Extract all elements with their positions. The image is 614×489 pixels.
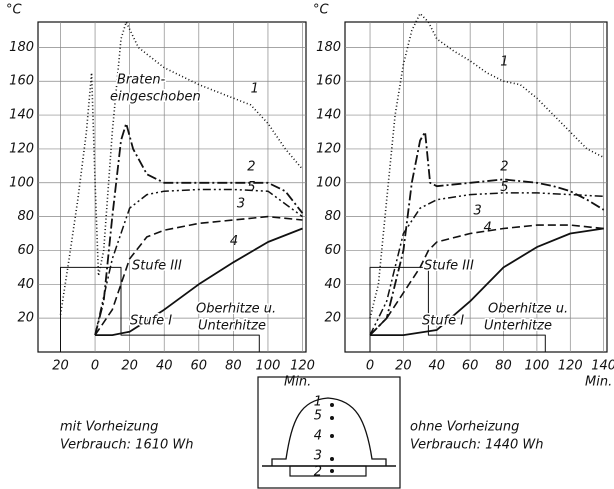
annotation: Oberhitze u. (488, 302, 568, 317)
series-line (370, 193, 604, 335)
series-label: 1 (251, 82, 259, 97)
series-label: 4 (230, 234, 238, 249)
note: ohne Vorheizung (410, 420, 519, 435)
series-label: 5 (500, 180, 508, 195)
x-tick-label: 60 (191, 359, 208, 374)
y-tick-label: 100 (9, 175, 34, 190)
y-tick-label: 60 (17, 243, 34, 258)
y-tick-label: 120 (316, 141, 341, 156)
series-label: 1 (500, 55, 508, 70)
annotation: eingeschoben (110, 90, 201, 105)
series-label: 5 (247, 180, 255, 195)
chart: mit Vorheizung Verbrauch: 1610 Wh ohne V… (0, 0, 614, 489)
oven-diagram: 1 5 4 3 2 (258, 377, 400, 488)
series-label: 4 (484, 220, 492, 235)
annotation: Stufe I (130, 314, 172, 329)
annotation: Unterhitze (198, 319, 266, 334)
annotation: Braten- (117, 73, 166, 88)
y-tick-label: 40 (324, 277, 341, 292)
y-tick-label: 180 (9, 40, 34, 55)
diagram-label: 1 (314, 395, 322, 410)
y-axis-label: °C (6, 3, 23, 18)
y-tick-label: 120 (9, 141, 34, 156)
y-tick-label: 80 (17, 209, 34, 224)
note: Verbrauch: 1440 Wh (410, 438, 544, 453)
x-tick-label: 120 (290, 359, 315, 374)
diagram-label: 4 (314, 429, 322, 444)
annotation: Oberhitze u. (196, 302, 276, 317)
diagram-label: 3 (314, 449, 322, 464)
x-tick-label: 20 (395, 359, 412, 374)
x-tick-label: 40 (156, 359, 173, 374)
x-tick-label: 0 (91, 359, 99, 374)
y-tick-label: 20 (324, 311, 341, 326)
series-label: 3 (237, 197, 245, 212)
x-tick-label: 100 (256, 359, 281, 374)
x-axis-label: Min. (585, 375, 612, 390)
x-tick-label: 20 (52, 359, 69, 374)
y-tick-label: 140 (9, 108, 34, 123)
y-tick-label: 140 (316, 108, 341, 123)
y-tick-label: 40 (17, 277, 34, 292)
annotation: Stufe III (132, 259, 182, 274)
y-tick-label: 80 (324, 209, 341, 224)
series-line (370, 14, 604, 319)
annotation: Unterhitze (484, 319, 552, 334)
note: mit Vorheizung (60, 420, 158, 435)
x-tick-label: 20 (121, 359, 138, 374)
y-tick-label: 20 (17, 311, 34, 326)
diagram-label: 2 (314, 465, 322, 480)
annotation: Stufe I (422, 314, 464, 329)
series-label: 3 (473, 204, 481, 219)
x-tick-label: 80 (495, 359, 512, 374)
y-tick-label: 160 (316, 74, 341, 89)
y-tick-label: 180 (316, 40, 341, 55)
annotation: Stufe III (424, 259, 474, 274)
x-tick-label: 40 (429, 359, 446, 374)
x-tick-label: 80 (225, 359, 242, 374)
y-axis-label: °C (313, 3, 330, 18)
y-tick-label: 60 (324, 243, 341, 258)
x-tick-label: 60 (462, 359, 479, 374)
diagram-label: 5 (314, 409, 322, 424)
x-axis-label: Min. (284, 375, 311, 390)
x-tick-label: 120 (558, 359, 583, 374)
series-label: 2 (247, 160, 255, 175)
x-tick-label: 100 (524, 359, 549, 374)
y-tick-label: 160 (9, 74, 34, 89)
x-tick-label: 140 (591, 359, 614, 374)
x-tick-label: 0 (366, 359, 374, 374)
note: Verbrauch: 1610 Wh (60, 438, 194, 453)
series-label: 2 (500, 160, 508, 175)
y-tick-label: 100 (316, 175, 341, 190)
